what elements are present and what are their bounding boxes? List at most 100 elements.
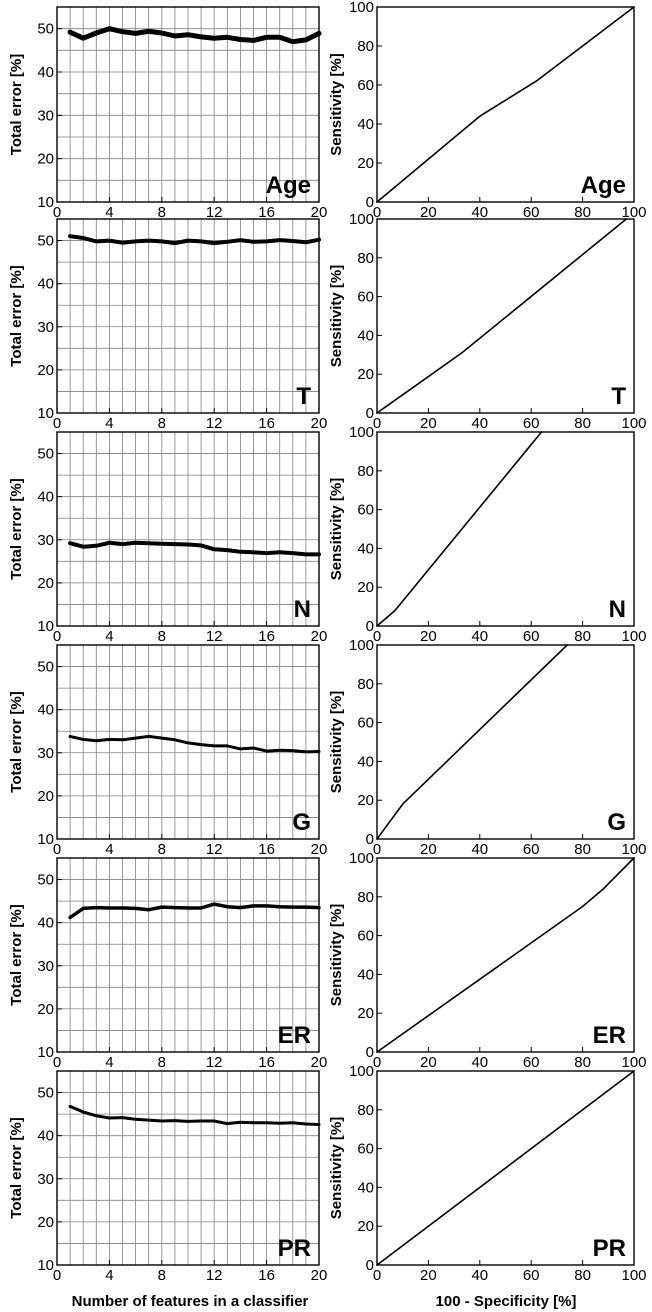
x-tick-label: 60 — [523, 1054, 540, 1071]
series-line — [376, 6, 635, 203]
chart-err-age: 0 4 8 12 16 20 10 20 30 40 50 Total error [%] Age — [8, 6, 327, 221]
plot-frame — [376, 431, 635, 627]
y-tick-label: 40 — [357, 327, 374, 344]
y-tick-label: 100 — [349, 211, 374, 228]
x-tick-label: 40 — [471, 1267, 488, 1284]
y-tick-label: 40 — [37, 702, 54, 719]
x-tick-label: 16 — [258, 204, 275, 221]
y-tick-label: 80 — [357, 1102, 374, 1119]
x-tick-label: 16 — [258, 1267, 275, 1284]
x-tick-label: 20 — [311, 415, 328, 432]
x-tick-label: 8 — [158, 841, 166, 858]
x-tick-label: 20 — [420, 1267, 437, 1284]
y-tick-label: 100 — [349, 850, 374, 867]
y-tick-label: 40 — [357, 966, 374, 983]
x-tick-label: 60 — [523, 415, 540, 432]
chart-err-t: 0 4 8 12 16 20 10 20 30 40 50 Total error [%] T — [8, 218, 328, 432]
y-tick-label: 100 — [349, 0, 374, 16]
panel-label: N — [294, 596, 311, 623]
y-tick-label: 20 — [37, 362, 54, 379]
y-tick-label: 0 — [366, 1044, 374, 1061]
x-tick-label: 60 — [523, 841, 540, 858]
x-tick-label: 80 — [574, 1267, 591, 1284]
x-tick-label: 20 — [311, 628, 328, 645]
x-tick-label: 0 — [373, 841, 381, 858]
x-tick-label: 60 — [523, 1267, 540, 1284]
y-tick-label: 50 — [37, 872, 54, 889]
x-tick-label: 8 — [158, 204, 166, 221]
x-tick-label: 100 — [621, 204, 646, 221]
y-axis-label: Total error [%] — [8, 1117, 25, 1218]
chart-err-g: 0 4 8 12 16 20 10 20 30 40 50 Total error [%] G — [8, 644, 327, 858]
y-tick-label: 20 — [37, 1001, 54, 1018]
plot-frame — [56, 6, 320, 203]
y-axis-label: Sensitivity [%] — [328, 904, 345, 1007]
y-tick-label: 0 — [366, 831, 374, 848]
plot-frame — [56, 1070, 320, 1266]
plot-frame — [376, 857, 635, 1053]
x-tick-label: 8 — [158, 1267, 166, 1284]
plot-frame — [376, 6, 635, 203]
plot-frame — [376, 644, 635, 840]
y-tick-label: 20 — [357, 366, 374, 383]
x-tick-label: 20 — [311, 1054, 328, 1071]
y-tick-label: 0 — [366, 1257, 374, 1274]
x-tick-label: 100 — [621, 1054, 646, 1071]
x-tick-label: 4 — [105, 841, 113, 858]
x-tick-label: 4 — [105, 628, 113, 645]
y-tick-label: 60 — [357, 928, 374, 945]
y-tick-label: 80 — [357, 38, 374, 55]
y-tick-label: 100 — [349, 424, 374, 441]
y-axis-label: Sensitivity [%] — [328, 53, 345, 156]
y-axis-label: Total error [%] — [8, 265, 25, 366]
panel-label: T — [296, 383, 311, 410]
panel-label: PR — [593, 1235, 626, 1262]
y-tick-label: 30 — [37, 958, 54, 975]
plot-frame — [376, 218, 635, 414]
y-tick-label: 20 — [357, 1005, 374, 1022]
x-tick-label: 20 — [420, 204, 437, 221]
x-tick-label: 0 — [53, 1054, 61, 1071]
x-tick-label: 100 — [621, 1267, 646, 1284]
chart-roc-n: 0 20 40 60 80 100 0 20 40 60 80 100 Sensitivity [%] N — [328, 424, 647, 645]
x-tick-label: 0 — [53, 841, 61, 858]
y-tick-label: 30 — [37, 745, 54, 762]
x-tick-label: 16 — [258, 1054, 275, 1071]
series-line — [376, 431, 543, 627]
x-tick-label: 0 — [373, 628, 381, 645]
x-tick-label: 60 — [523, 204, 540, 221]
y-tick-label: 40 — [37, 276, 54, 293]
y-axis-label: Total error [%] — [8, 54, 25, 155]
x-axis-label-left: Number of features in a classifier — [72, 1293, 309, 1310]
y-tick-label: 60 — [357, 1141, 374, 1158]
y-tick-label: 30 — [37, 107, 54, 124]
x-tick-label: 8 — [158, 1054, 166, 1071]
y-tick-label: 10 — [37, 618, 54, 635]
series-line — [376, 857, 635, 1053]
y-tick-label: 30 — [37, 319, 54, 336]
x-tick-label: 4 — [105, 204, 113, 221]
x-tick-label: 100 — [621, 628, 646, 645]
x-tick-label: 80 — [574, 204, 591, 221]
y-tick-label: 10 — [37, 1044, 54, 1061]
x-tick-label: 0 — [373, 1267, 381, 1284]
y-tick-label: 10 — [37, 831, 54, 848]
chart-roc-t: 0 20 40 60 80 100 0 20 40 60 80 100 Sensitivity [%] T — [328, 211, 647, 432]
x-tick-label: 0 — [53, 204, 61, 221]
y-tick-label: 40 — [37, 64, 54, 81]
x-tick-label: 0 — [373, 1054, 381, 1071]
y-tick-label: 20 — [357, 155, 374, 172]
x-tick-label: 12 — [206, 204, 223, 221]
x-tick-label: 0 — [53, 628, 61, 645]
series-line — [376, 218, 628, 414]
y-tick-label: 50 — [37, 659, 54, 676]
y-tick-label: 10 — [37, 405, 54, 422]
x-tick-label: 0 — [53, 415, 61, 432]
y-tick-label: 50 — [37, 1085, 54, 1102]
y-tick-label: 50 — [37, 446, 54, 463]
x-tick-label: 100 — [621, 415, 646, 432]
y-axis-label: Total error [%] — [8, 691, 25, 792]
series-line — [68, 902, 321, 920]
x-tick-label: 80 — [574, 841, 591, 858]
